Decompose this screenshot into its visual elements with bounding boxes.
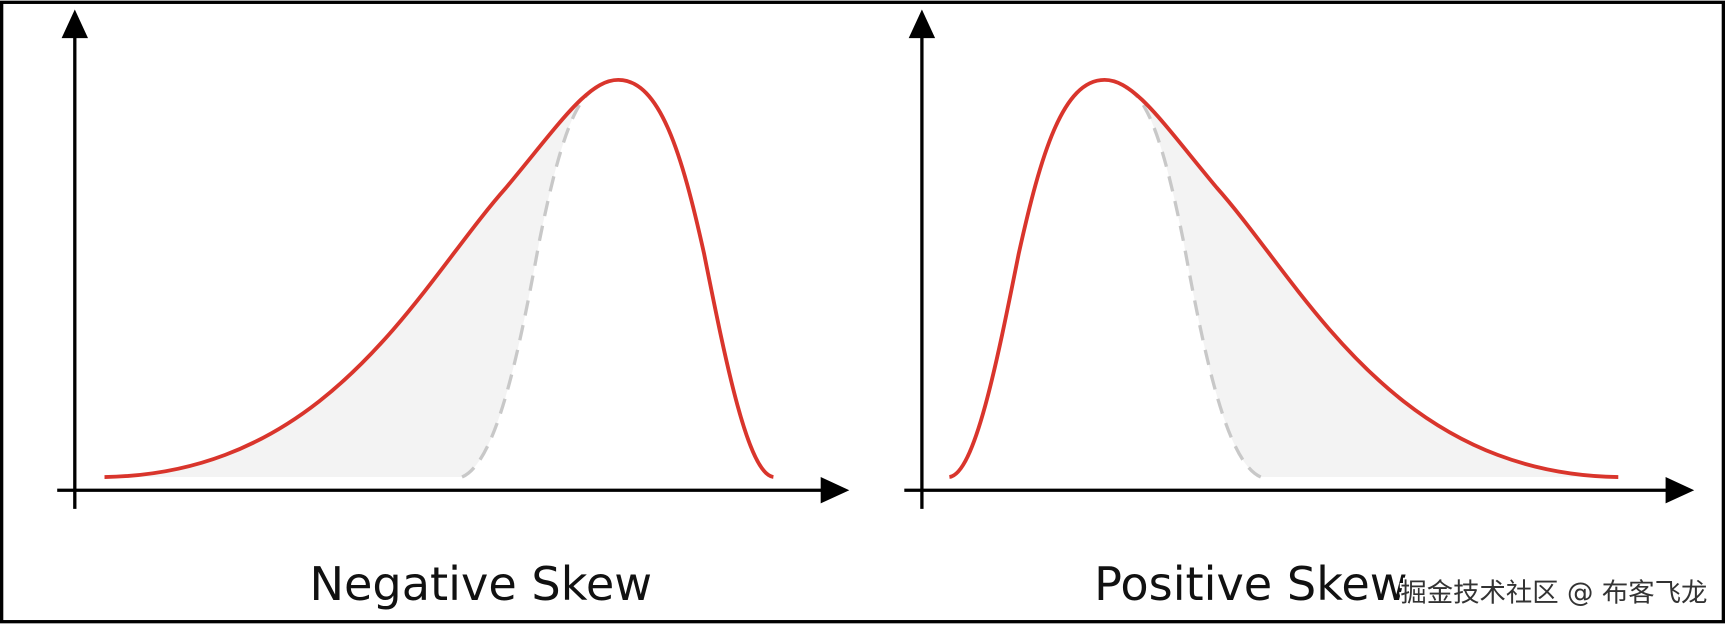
normal-curve	[1122, 84, 1262, 479]
panel-label: Positive Skew	[1094, 557, 1407, 611]
panel-label: Negative Skew	[309, 557, 652, 611]
y-arrow	[908, 9, 936, 39]
positive-panel: Positive Skew	[904, 9, 1695, 611]
skew-shape	[104, 77, 775, 479]
x-arrow	[820, 477, 850, 504]
skewed-curve	[104, 77, 775, 479]
shaded-area	[1104, 79, 1619, 478]
negative-panel: Negative Skew	[57, 9, 850, 611]
normal-curve	[461, 84, 601, 479]
skewed-curve	[948, 77, 1619, 479]
shaded-area	[104, 79, 619, 478]
skew-shape	[948, 77, 1619, 479]
y-arrow	[61, 9, 89, 39]
x-arrow	[1665, 477, 1695, 504]
watermark: 掘金技术社区 @ 布客飞龙	[1400, 577, 1707, 608]
